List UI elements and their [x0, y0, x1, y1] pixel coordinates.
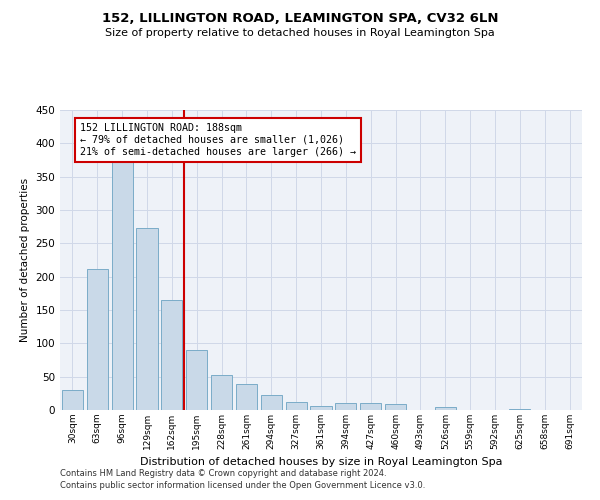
Bar: [87, 270, 108, 410]
Bar: [261, 396, 282, 410]
Bar: [62, 390, 83, 410]
Text: 152, LILLINGTON ROAD, LEAMINGTON SPA, CV32 6LN: 152, LILLINGTON ROAD, LEAMINGTON SPA, CV…: [102, 12, 498, 26]
Bar: [286, 402, 307, 410]
Bar: [161, 300, 182, 410]
Bar: [136, 228, 158, 410]
Bar: [186, 350, 207, 410]
Bar: [236, 384, 257, 410]
X-axis label: Distribution of detached houses by size in Royal Leamington Spa: Distribution of detached houses by size …: [140, 458, 502, 468]
Bar: [335, 402, 356, 410]
Text: 152 LILLINGTON ROAD: 188sqm
← 79% of detached houses are smaller (1,026)
21% of : 152 LILLINGTON ROAD: 188sqm ← 79% of det…: [80, 124, 356, 156]
Bar: [211, 376, 232, 410]
Text: Contains public sector information licensed under the Open Government Licence v3: Contains public sector information licen…: [60, 481, 425, 490]
Y-axis label: Number of detached properties: Number of detached properties: [20, 178, 30, 342]
Bar: [112, 160, 133, 410]
Bar: [435, 408, 456, 410]
Bar: [360, 402, 381, 410]
Bar: [385, 404, 406, 410]
Text: Size of property relative to detached houses in Royal Leamington Spa: Size of property relative to detached ho…: [105, 28, 495, 38]
Bar: [310, 406, 332, 410]
Text: Contains HM Land Registry data © Crown copyright and database right 2024.: Contains HM Land Registry data © Crown c…: [60, 468, 386, 477]
